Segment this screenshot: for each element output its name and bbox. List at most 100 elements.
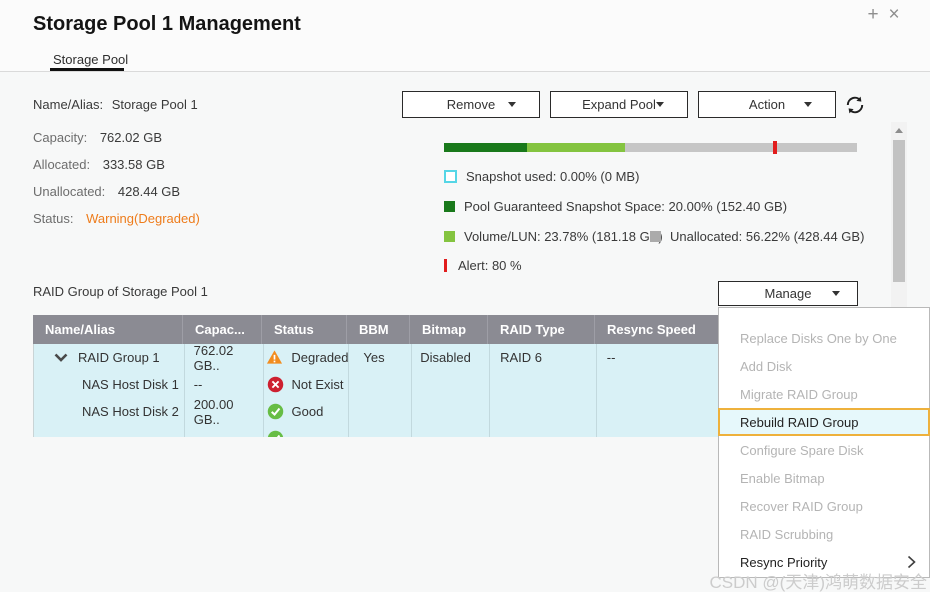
column-header-name[interactable]: Name/Alias — [33, 315, 183, 344]
good-icon — [267, 430, 283, 437]
maximize-icon[interactable]: + — [867, 4, 879, 25]
allocated-row: Allocated: 333.58 GB — [33, 157, 165, 172]
legend-snapshot-used: Snapshot used: 0.00% (0 MB) — [444, 169, 639, 184]
active-tab-underline — [50, 68, 124, 71]
status-text: Degraded — [291, 350, 349, 365]
allocated-value: 333.58 GB — [102, 157, 165, 172]
tabbar-divider — [0, 71, 930, 72]
expand-pool-button[interactable]: Expand Pool — [550, 91, 688, 118]
status-cell: Not Exist — [263, 371, 348, 398]
column-separator — [184, 344, 185, 437]
legend-snapshot-used-label: Snapshot used: 0.00% (0 MB) — [466, 169, 640, 184]
chevron-down-icon — [804, 102, 812, 107]
scroll-up-icon[interactable] — [895, 128, 903, 133]
disk-name-cell: NAS Host Disk 2 — [82, 404, 179, 419]
good-icon — [267, 403, 283, 420]
table-row-partial[interactable] — [34, 425, 863, 437]
legend-volume-lun-label: Volume/LUN: 23.78% (181.18 GB) — [464, 229, 663, 244]
table-row-nas-host-disk-2[interactable]: NAS Host Disk 2 200.00 GB.. Good — [34, 397, 863, 427]
menu-item-recover-raid-group[interactable]: Recover RAID Group — [740, 498, 863, 514]
usage-segment-guaranteed — [444, 143, 527, 152]
action-button[interactable]: Action — [698, 91, 836, 118]
raid-type-cell — [488, 371, 595, 398]
pool-name-label: Name/Alias: — [33, 97, 104, 112]
capacity-cell — [184, 425, 263, 437]
menu-item-resync-priority[interactable]: Resync Priority — [719, 548, 929, 576]
error-icon — [267, 376, 283, 393]
capacity-label: Capacity: — [33, 130, 88, 145]
status-cell: Good — [263, 398, 348, 425]
chevron-right-icon — [907, 555, 916, 569]
bitmap-cell — [410, 398, 488, 425]
manage-button-label: Manage — [764, 286, 812, 301]
legend-guaranteed-label: Pool Guaranteed Snapshot Space: 20.00% (… — [464, 199, 788, 214]
column-header-status[interactable]: Status — [262, 315, 347, 344]
manage-dropdown-menu: Replace Disks One by One Add Disk Migrat… — [718, 307, 930, 578]
column-header-resync-speed[interactable]: Resync Speed — [607, 322, 696, 337]
table-row-raid-group-1[interactable]: RAID Group 1 762.02 GB.. Degraded Yes Di… — [34, 344, 863, 373]
capacity-value: 762.02 GB — [99, 130, 162, 145]
resync-speed-cell: -- — [606, 350, 616, 365]
column-separator — [411, 344, 412, 437]
menu-item-replace-disks[interactable]: Replace Disks One by One — [740, 330, 897, 346]
column-header-capacity[interactable]: Capac... — [183, 315, 262, 344]
pool-name-value: Storage Pool 1 — [111, 97, 198, 112]
unallocated-swatch-icon — [650, 231, 661, 242]
chevron-down-icon[interactable] — [54, 353, 68, 362]
status-cell: Degraded — [262, 344, 349, 371]
legend-alert-label: Alert: 80 % — [458, 258, 522, 273]
status-text: Not Exist — [291, 377, 344, 392]
menu-item-migrate-raid-group[interactable]: Migrate RAID Group — [740, 386, 858, 402]
unallocated-value: 428.44 GB — [117, 184, 181, 199]
bbm-cell — [347, 425, 410, 437]
menu-item-raid-scrubbing[interactable]: RAID Scrubbing — [740, 526, 834, 542]
legend-alert: Alert: 80 % — [444, 258, 522, 273]
legend-volume-lun: Volume/LUN: 23.78% (181.18 GB) — [444, 229, 663, 244]
menu-item-enable-bitmap[interactable]: Enable Bitmap — [740, 470, 825, 486]
remove-button-label: Remove — [446, 97, 496, 112]
tab-storage-pool[interactable]: Storage Pool — [53, 52, 129, 67]
menu-item-label: Resync Priority — [740, 554, 828, 570]
legend-unallocated: Unallocated: 56.22% (428.44 GB) — [650, 229, 864, 244]
menu-item-configure-spare-disk[interactable]: Configure Spare Disk — [740, 442, 864, 458]
action-button-label: Action — [748, 97, 786, 112]
column-header-raid-type[interactable]: RAID Type — [488, 315, 595, 344]
manage-button[interactable]: Manage — [718, 281, 858, 306]
pool-usage-bar — [444, 141, 857, 154]
raid-type-cell — [488, 425, 595, 437]
column-separator — [348, 344, 349, 437]
scrollbar-thumb[interactable] — [893, 140, 905, 282]
column-separator — [489, 344, 490, 437]
usage-segment-unallocated — [624, 143, 857, 152]
refresh-icon[interactable] — [842, 92, 868, 118]
menu-item-rebuild-raid-group[interactable]: Rebuild RAID Group — [718, 408, 930, 436]
guaranteed-space-swatch-icon — [444, 201, 455, 212]
pool-name-row: Name/Alias: Storage Pool 1 — [33, 97, 198, 112]
table-row-nas-host-disk-1[interactable]: NAS Host Disk 1 -- Not Exist — [34, 371, 863, 398]
column-header-bbm[interactable]: BBM — [347, 315, 410, 344]
unallocated-row: Unallocated: 428.44 GB — [33, 184, 180, 199]
column-header-bitmap[interactable]: Bitmap — [410, 315, 488, 344]
disk-name-cell: NAS Host Disk 1 — [82, 377, 179, 392]
volume-lun-swatch-icon — [444, 231, 455, 242]
menu-item-add-disk[interactable]: Add Disk — [740, 358, 793, 374]
vertical-scrollbar[interactable] — [891, 122, 907, 307]
capacity-cell: -- — [193, 377, 203, 392]
disk-name-cell — [34, 425, 184, 437]
column-separator — [596, 344, 597, 437]
snapshot-used-swatch-icon — [444, 170, 457, 183]
unallocated-label: Unallocated: — [33, 184, 106, 199]
bitmap-cell — [410, 425, 488, 437]
row-label: RAID Group 1 — [78, 350, 160, 365]
chevron-down-icon — [508, 102, 516, 107]
close-icon[interactable]: × — [888, 4, 900, 25]
remove-button[interactable]: Remove — [402, 91, 540, 118]
bbm-cell: Yes — [363, 350, 385, 365]
column-separator — [263, 344, 264, 437]
bitmap-cell — [410, 371, 488, 398]
bbm-cell — [347, 371, 410, 398]
raid-group-name-cell: RAID Group 1 — [34, 344, 184, 371]
raid-type-cell: RAID 6 — [500, 350, 542, 365]
legend-guaranteed-space: Pool Guaranteed Snapshot Space: 20.00% (… — [444, 199, 787, 214]
